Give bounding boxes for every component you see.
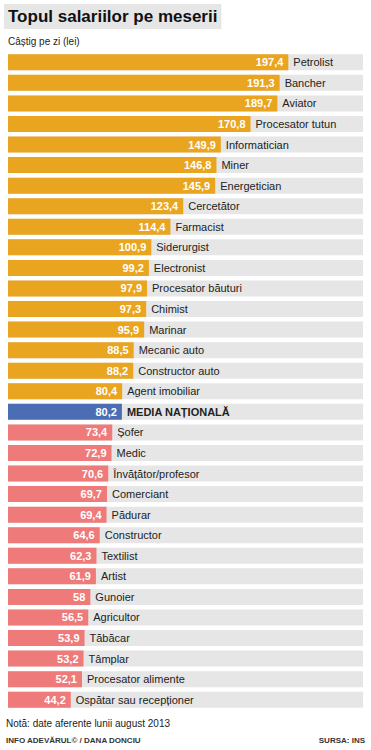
svg-text:Aviator: Aviator (282, 97, 316, 109)
svg-text:145,9: 145,9 (183, 180, 211, 192)
svg-text:64,6: 64,6 (73, 529, 94, 541)
svg-text:97,9: 97,9 (121, 282, 142, 294)
svg-text:Informatician: Informatician (226, 139, 289, 151)
svg-text:Petrolist: Petrolist (293, 56, 333, 68)
svg-text:Notă: date aferente lunii augu: Notă: date aferente lunii august 2013 (6, 718, 170, 729)
svg-text:146,8: 146,8 (184, 159, 212, 171)
svg-text:Procesator băuturi: Procesator băuturi (152, 282, 242, 294)
svg-text:Ospătar sau recepționer: Ospătar sau recepționer (76, 694, 194, 706)
svg-text:Farmacist: Farmacist (175, 221, 223, 233)
svg-text:191,3: 191,3 (247, 77, 275, 89)
svg-text:Miner: Miner (221, 159, 249, 171)
svg-text:62,3: 62,3 (70, 550, 91, 562)
svg-text:80,4: 80,4 (96, 385, 118, 397)
svg-text:53,2: 53,2 (57, 653, 78, 665)
svg-text:MEDIA NAȚIONALĂ: MEDIA NAȚIONALĂ (127, 406, 230, 418)
svg-text:100,9: 100,9 (119, 241, 147, 253)
svg-text:88,2: 88,2 (107, 365, 128, 377)
svg-text:95,9: 95,9 (118, 324, 139, 336)
svg-text:61,9: 61,9 (69, 570, 90, 582)
svg-text:Mecanic auto: Mecanic auto (139, 344, 204, 356)
svg-text:Marinar: Marinar (149, 324, 187, 336)
svg-text:Constructor auto: Constructor auto (138, 365, 219, 377)
svg-text:197,4: 197,4 (256, 56, 284, 68)
svg-text:Agricultor: Agricultor (93, 611, 140, 623)
svg-text:123,4: 123,4 (151, 200, 179, 212)
svg-text:114,4: 114,4 (139, 221, 167, 233)
svg-text:Învățător/profesor: Învățător/profesor (112, 468, 200, 480)
svg-text:149,9: 149,9 (188, 139, 216, 151)
svg-text:170,8: 170,8 (218, 118, 246, 130)
svg-text:Procesator alimente: Procesator alimente (87, 673, 185, 685)
svg-text:Câștig pe zi (lei): Câștig pe zi (lei) (8, 36, 80, 47)
svg-text:Comerciant: Comerciant (112, 488, 168, 500)
svg-text:72,9: 72,9 (85, 447, 106, 459)
svg-text:56,5: 56,5 (62, 611, 83, 623)
svg-text:73,4: 73,4 (86, 426, 108, 438)
svg-text:SURSA: INS: SURSA: INS (319, 736, 366, 745)
svg-text:Energetician: Energetician (220, 180, 281, 192)
svg-text:69,4: 69,4 (80, 509, 102, 521)
svg-text:INFO ADEVĂRUL© / DANA DONCIU: INFO ADEVĂRUL© / DANA DONCIU (6, 736, 141, 745)
svg-text:189,7: 189,7 (245, 97, 273, 109)
svg-text:Chimist: Chimist (151, 303, 188, 315)
svg-text:52,1: 52,1 (56, 673, 77, 685)
svg-text:Pădurar: Pădurar (112, 509, 151, 521)
svg-text:Tâmplar: Tâmplar (89, 653, 130, 665)
svg-text:80,2: 80,2 (95, 406, 116, 418)
svg-text:99,2: 99,2 (122, 262, 143, 274)
svg-text:70,6: 70,6 (82, 468, 103, 480)
svg-text:69,7: 69,7 (81, 488, 102, 500)
svg-text:Cercetător: Cercetător (188, 200, 240, 212)
svg-text:Bancher: Bancher (285, 77, 326, 89)
svg-text:Șofer: Șofer (117, 426, 144, 438)
svg-text:58: 58 (73, 591, 85, 603)
svg-text:44,2: 44,2 (44, 694, 65, 706)
svg-text:Gunoier: Gunoier (95, 591, 134, 603)
svg-text:53,9: 53,9 (58, 632, 79, 644)
svg-text:Procesator tutun: Procesator tutun (256, 118, 337, 130)
svg-text:88,5: 88,5 (107, 344, 128, 356)
svg-text:Medic: Medic (117, 447, 147, 459)
svg-text:Agent imobiliar: Agent imobiliar (127, 385, 200, 397)
svg-text:Textilist: Textilist (101, 550, 137, 562)
svg-text:Tăbăcar: Tăbăcar (90, 632, 131, 644)
svg-text:Constructor: Constructor (105, 529, 162, 541)
svg-text:Artist: Artist (101, 570, 126, 582)
svg-text:97,3: 97,3 (120, 303, 141, 315)
svg-text:Topul salariilor pe meserii: Topul salariilor pe meserii (8, 7, 217, 26)
svg-text:Electronist: Electronist (154, 262, 205, 274)
svg-text:Siderurgist: Siderurgist (156, 241, 209, 253)
